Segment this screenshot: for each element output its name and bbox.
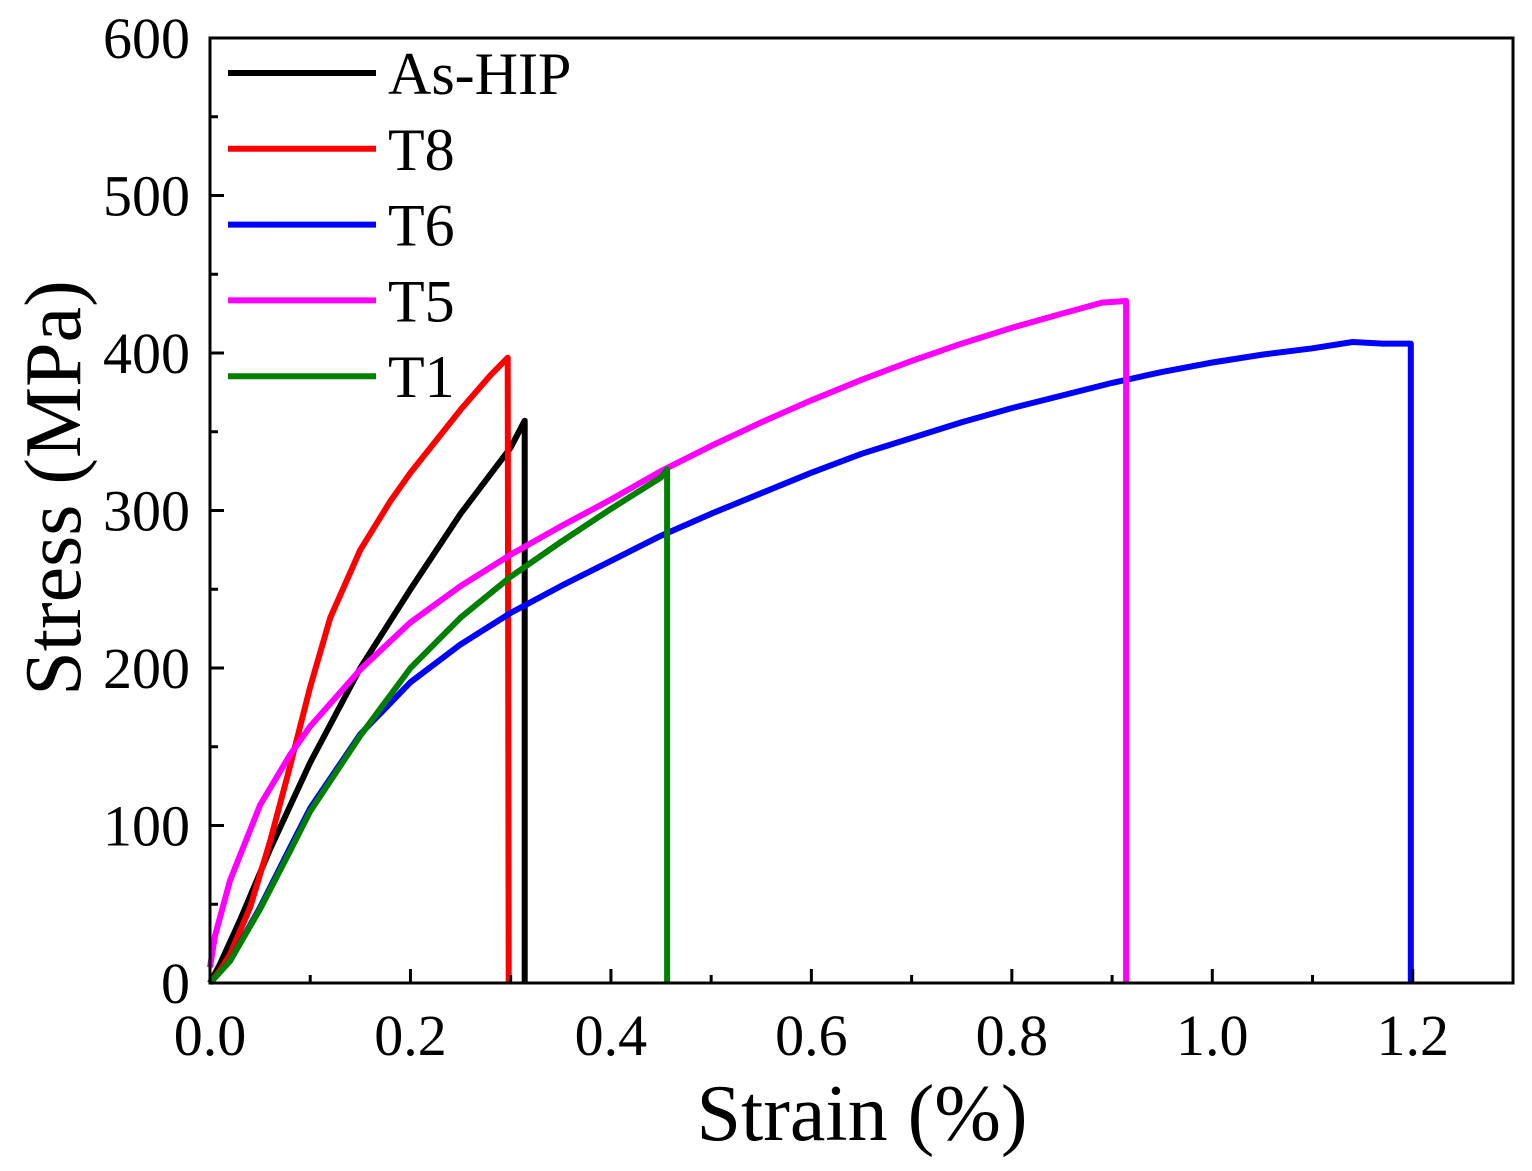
y-tick-label: 600 bbox=[103, 6, 190, 71]
series-line-t1 bbox=[207, 466, 671, 986]
legend-entry-t1: T1 bbox=[228, 344, 455, 410]
y-tick-label: 400 bbox=[103, 321, 190, 386]
series-line-t5 bbox=[207, 298, 1130, 983]
x-tick-label: 0.4 bbox=[575, 1003, 648, 1068]
x-tick-label: 0.8 bbox=[976, 1003, 1049, 1068]
y-tick-label: 200 bbox=[103, 636, 190, 701]
legend-label-t8: T8 bbox=[388, 117, 455, 183]
x-axis-label: Strain (%) bbox=[696, 1070, 1027, 1158]
axis-ticks: 0.0 0.2 0.4 0.6 0.8 1.0 1.2 0 100 200 300 400 500 600 bbox=[103, 6, 1449, 1068]
series-layer bbox=[207, 298, 1414, 986]
x-tick-label: 0.6 bbox=[775, 1003, 848, 1068]
legend-entry-t5: T5 bbox=[228, 268, 455, 334]
y-tick-label: 0 bbox=[161, 951, 190, 1016]
legend-label-as-hip: As-HIP bbox=[388, 41, 571, 107]
legend-label-t1: T1 bbox=[388, 344, 455, 410]
x-tick-label: 1.0 bbox=[1176, 1003, 1249, 1068]
series-line-t8 bbox=[207, 354, 512, 985]
x-tick-label: 0.2 bbox=[374, 1003, 447, 1068]
legend-entry-t6: T6 bbox=[228, 193, 455, 259]
legend-entry-as-hip: As-HIP bbox=[228, 41, 571, 107]
legend: As-HIP T8 T6 T5 T1 bbox=[228, 41, 571, 410]
y-tick-label: 500 bbox=[103, 164, 190, 229]
legend-label-t5: T5 bbox=[388, 268, 455, 334]
legend-entry-t8: T8 bbox=[228, 117, 455, 183]
y-axis-label: Stress (MPa) bbox=[10, 280, 98, 696]
y-tick-label: 100 bbox=[103, 794, 190, 859]
x-tick-label: 1.2 bbox=[1377, 1003, 1450, 1068]
y-tick-label: 300 bbox=[103, 479, 190, 544]
legend-label-t6: T6 bbox=[388, 193, 455, 259]
x-tick-label: 0.0 bbox=[174, 1003, 247, 1068]
